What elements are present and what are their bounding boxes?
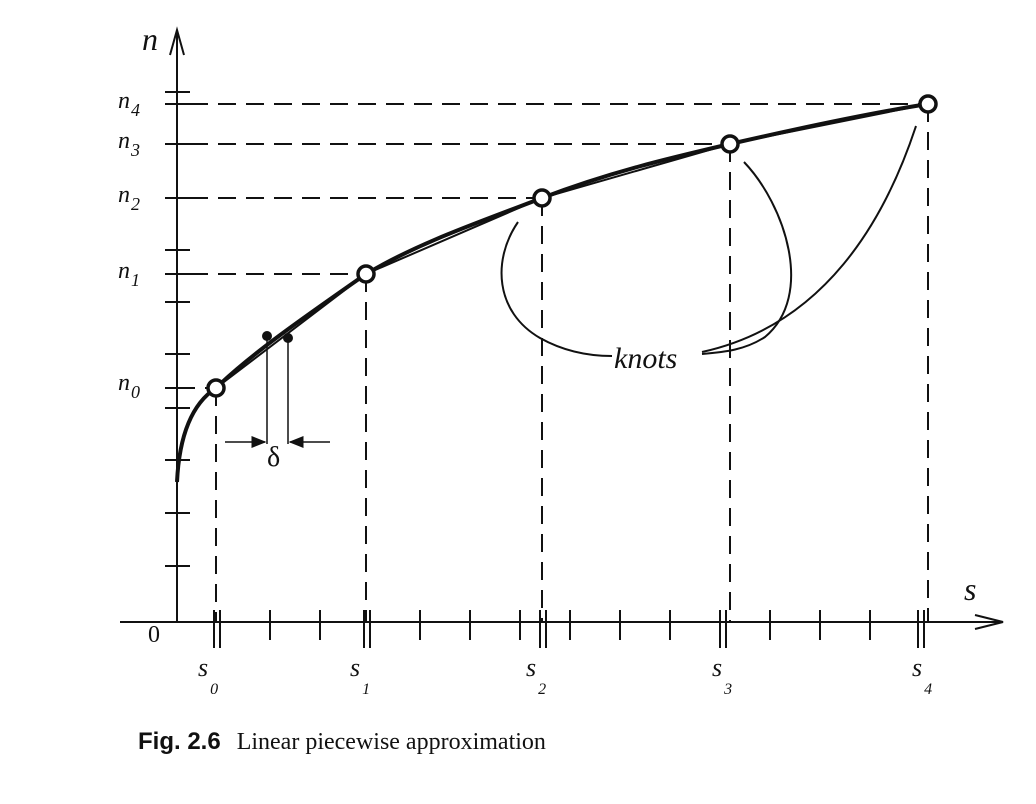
knot-markers <box>206 94 938 398</box>
figure-caption: Fig. 2.6 Linear piecewise approximation <box>138 728 546 756</box>
figure-caption-text: Linear piecewise approximation <box>236 729 546 755</box>
knot-1 <box>356 264 376 284</box>
vertical-guide-lines <box>215 104 929 622</box>
knot-0 <box>206 378 226 398</box>
piecewise-linear-segments <box>215 103 929 389</box>
x-axis-arrow <box>974 614 1004 630</box>
delta-indicator <box>225 331 330 448</box>
segment-sample-point <box>283 333 293 343</box>
knot-2 <box>532 188 552 208</box>
y-label-n0: n0 <box>118 370 140 402</box>
horizontal-guide-lines <box>177 103 928 389</box>
figure-number: Fig. 2.6 <box>138 728 221 755</box>
x-knot-labels: s0 s1 s2 s3 s4 <box>198 653 932 698</box>
y-axis-arrow <box>169 26 185 56</box>
y-axis-label: n <box>142 21 158 57</box>
y-knot-labels: n0 n1 n2 n3 n4 <box>118 88 140 402</box>
knots-label: knots <box>614 342 677 375</box>
piecewise-approximation-diagram: n s 0 knots δ n0 n1 n2 n3 n4 s0 s1 s2 s3… <box>118 21 1004 698</box>
x-axis-label: s <box>964 571 976 607</box>
y-label-n1: n1 <box>118 258 140 290</box>
x-label-s0: s0 <box>198 653 218 698</box>
origin-label: 0 <box>148 622 160 648</box>
x-axis-ticks <box>213 610 925 648</box>
knots-leader-lines <box>500 125 917 357</box>
y-label-n3: n3 <box>118 128 140 160</box>
x-label-s3: s3 <box>712 653 732 698</box>
knot-4 <box>918 94 938 114</box>
curve-sample-point <box>262 331 272 341</box>
x-label-s1: s1 <box>350 653 370 698</box>
knot-3 <box>720 134 740 154</box>
x-label-s4: s4 <box>912 653 932 698</box>
y-label-n4: n4 <box>118 88 140 120</box>
delta-label: δ <box>267 442 280 473</box>
x-label-s2: s2 <box>526 653 546 698</box>
y-label-n2: n2 <box>118 182 140 214</box>
